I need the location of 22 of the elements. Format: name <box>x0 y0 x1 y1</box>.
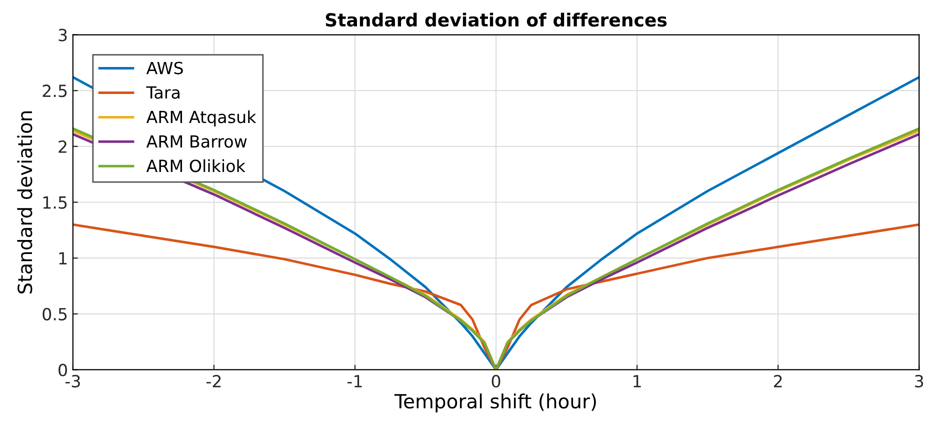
legend-label: ARM Atqasuk <box>146 110 256 126</box>
x-tick-label: -3 <box>65 374 80 388</box>
y-tick-label: 2 <box>58 140 66 153</box>
y-tick-label: 0 <box>58 364 67 376</box>
y-tick-label: 3 <box>58 28 67 42</box>
x-tick-label: 0 <box>492 374 500 388</box>
legend-label: AWS <box>146 62 183 74</box>
x-tick-label: 3 <box>915 374 924 388</box>
y-tick-label: 1.5 <box>43 196 67 209</box>
x-tick-label: -1 <box>347 375 362 388</box>
legend-label: Tara <box>146 86 180 99</box>
y-tick-label: 1 <box>59 252 67 264</box>
x-tick-label: -2 <box>206 374 221 388</box>
legend-label: ARM Barrow <box>146 135 247 148</box>
y-tick-label: 0.5 <box>42 308 67 320</box>
legend-label: ARM Olikiok <box>146 159 246 172</box>
y-axis-title: Standard deviation <box>17 111 32 294</box>
x-tick-label: 2 <box>774 374 782 388</box>
x-axis-title: Temporal shift (hour) <box>394 393 596 412</box>
x-tick-label: 1 <box>634 375 641 388</box>
y-tick-label: 2.5 <box>42 84 67 98</box>
chart-title: Standard deviation of differences <box>326 12 667 27</box>
